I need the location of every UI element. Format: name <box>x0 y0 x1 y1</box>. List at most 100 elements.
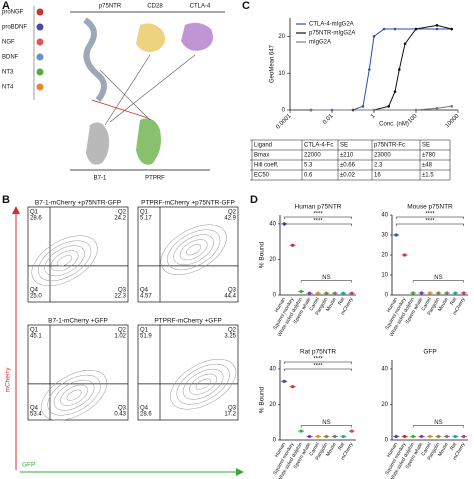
dot <box>419 434 424 439</box>
table-cell: 2.3 <box>374 163 383 169</box>
quadrant-name: Q3 <box>118 406 127 412</box>
dot <box>333 434 337 439</box>
dot <box>324 291 329 295</box>
quadrant-value: 53.4 <box>30 412 42 418</box>
quadrant-value: 22.3 <box>114 294 126 300</box>
y-axis-label: mCherry <box>5 367 12 393</box>
plot-title: Mouse p75NTR <box>407 204 453 211</box>
quadrant-value: 44.4 <box>224 294 236 300</box>
ligand-label: NGF <box>2 40 15 46</box>
dot <box>394 434 398 439</box>
y-tick-label: 40 <box>269 366 276 372</box>
table-cell: Hill coeff. <box>254 163 279 169</box>
table-cell: 5.3 <box>304 163 313 169</box>
y-axis-label: GeoMean 647 <box>270 44 276 83</box>
panel-label: D <box>250 194 258 206</box>
sig-bracket <box>395 216 465 219</box>
category-label: Rat <box>449 296 458 306</box>
quadrant-name: Q4 <box>30 406 39 412</box>
ligand-label: NT4 <box>2 85 14 91</box>
y-tick-label: 20 <box>381 402 388 408</box>
contour <box>50 250 79 272</box>
plot-frame <box>27 324 129 421</box>
sig-bracket <box>283 368 353 371</box>
y-tick-label: 10 <box>278 71 285 77</box>
contour <box>31 235 98 287</box>
dot <box>324 434 329 439</box>
contour <box>41 369 108 421</box>
series-point <box>414 27 418 31</box>
panel-label: C <box>242 0 250 12</box>
y-tick-label: 20 <box>269 402 276 408</box>
sig-label: **** <box>425 212 435 218</box>
quadrant-value: 0.43 <box>114 412 126 418</box>
dot <box>350 291 354 295</box>
contour <box>47 374 101 416</box>
quadrant-name: Q3 <box>228 288 237 294</box>
series-point <box>414 108 418 112</box>
quadrant-value: 45.1 <box>30 334 42 340</box>
ligand-label: BDNF <box>2 55 19 61</box>
series-point <box>435 106 439 110</box>
quadrant-value: 28.6 <box>30 216 42 222</box>
dot <box>411 434 415 439</box>
legend-label: CTLA-4-mIgG2A <box>309 22 354 28</box>
quadrant-name: Q1 <box>30 210 39 216</box>
plot-title: Human p75NTR <box>295 204 342 211</box>
receptor-label: CTLA-4 <box>190 4 211 10</box>
quadrant-value: 1.02 <box>114 334 126 340</box>
x-tick-label: 1 <box>370 113 377 120</box>
sig-label: **** <box>313 357 323 363</box>
contour <box>167 229 221 271</box>
contour <box>176 363 230 405</box>
dot <box>445 434 449 439</box>
quadrant-name: Q3 <box>118 288 127 294</box>
axes <box>391 360 468 441</box>
series-point <box>393 27 397 31</box>
contour <box>195 378 211 390</box>
series-point <box>403 42 407 46</box>
arrow-head <box>12 206 20 214</box>
quadrant-value: 51.9 <box>140 334 152 340</box>
dot <box>316 291 320 295</box>
y-tick-label: 0 <box>273 438 277 444</box>
plot-title: B7-1-mCherry +p75NTR-GFP <box>35 200 121 207</box>
quadrant-name: Q2 <box>118 210 127 216</box>
receptor-label: CD28 <box>147 4 163 10</box>
quadrant-name: Q4 <box>140 288 149 294</box>
ligand-dot <box>36 83 44 91</box>
dot <box>428 434 432 439</box>
dot <box>411 291 415 295</box>
ligand-label: NT3 <box>2 70 14 76</box>
table-cell: 23000 <box>374 153 391 159</box>
series-point <box>387 105 390 108</box>
x-tick-label: 0.01 <box>322 113 335 126</box>
dot <box>307 434 312 439</box>
table-cell: 0.6 <box>304 173 313 179</box>
dot <box>462 291 466 295</box>
series-point <box>382 27 386 31</box>
contour <box>60 384 88 406</box>
quadrant-name: Q1 <box>140 210 149 216</box>
plot-frame <box>27 206 129 303</box>
sig-label: **** <box>313 212 323 218</box>
category-label: Rat <box>449 441 458 451</box>
table-cell: ±210 <box>340 153 354 159</box>
table-header: p75NTR-Fc <box>374 143 405 149</box>
quadrant-name: Q4 <box>30 288 39 294</box>
dot <box>436 291 441 295</box>
dot <box>453 291 457 295</box>
quadrant-name: Q1 <box>30 328 39 334</box>
series-point <box>397 68 401 71</box>
dot <box>299 289 303 294</box>
contour <box>53 379 95 411</box>
table-header: SE <box>340 143 348 149</box>
partner-label: B7-1 <box>94 176 107 182</box>
quadrant-name: Q2 <box>228 210 237 216</box>
sig-bracket <box>300 280 353 283</box>
plot-title: PTPRF-mCherry +p75NTR-GFP <box>141 200 235 207</box>
contour <box>57 255 73 267</box>
quadrant-value: 25.0 <box>30 294 42 300</box>
sig-bracket <box>283 216 353 219</box>
plot-title: PTPRF-mCherry +GFP <box>154 318 221 325</box>
